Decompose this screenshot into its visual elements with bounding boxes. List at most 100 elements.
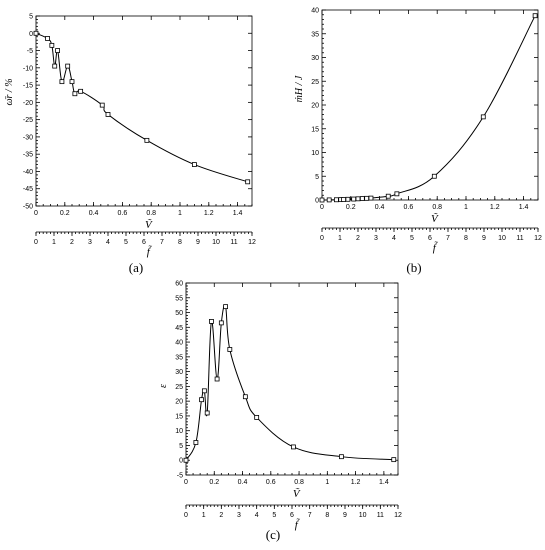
- y-tick-label: -45: [23, 186, 33, 193]
- y-tick-label: 50: [175, 310, 183, 317]
- data-point: [339, 454, 344, 460]
- data-point: [242, 394, 248, 400]
- x2-tick-label: 12: [248, 239, 256, 246]
- plot-frame: [321, 9, 539, 201]
- data-point: [52, 63, 58, 69]
- x-tick-label: 1.4: [519, 204, 529, 211]
- x-tick-label: 1: [178, 210, 182, 217]
- data-point: [183, 457, 189, 463]
- data-point: [291, 444, 296, 450]
- y-tick-label: 35: [175, 354, 183, 361]
- x2-axis-label: f̃: [295, 518, 301, 531]
- x2-tick-label: 8: [464, 235, 468, 242]
- x-tick-label: 0: [320, 204, 324, 211]
- y-tick-label: -15: [23, 83, 33, 90]
- x2-tick-label: 6: [290, 512, 294, 519]
- data-point: [431, 173, 437, 179]
- y-tick-label: 20: [175, 399, 183, 406]
- x2-tick-label: 4: [392, 235, 396, 242]
- x2-tick-label: 10: [212, 239, 220, 246]
- data-point: [326, 197, 332, 203]
- data-point: [254, 414, 260, 420]
- x2-tick-label: 11: [377, 512, 384, 519]
- x2-tick-label: 5: [410, 235, 414, 242]
- x-tick-label: 0.2: [60, 210, 70, 217]
- x2-tick-label: 3: [88, 239, 92, 246]
- data-point: [532, 13, 538, 19]
- data-point: [351, 196, 357, 202]
- y-tick-label: -35: [23, 152, 33, 159]
- x2-tick-label: 2: [70, 239, 74, 246]
- panel-label: (c): [266, 527, 280, 542]
- x-tick-label: 1.2: [204, 210, 214, 217]
- plot-frame: [35, 15, 253, 207]
- data-point: [214, 376, 220, 382]
- data-point: [193, 440, 199, 445]
- x2-tick-label: 7: [446, 235, 450, 242]
- data-point: [99, 102, 105, 108]
- x-axis-label: Ṽ: [145, 219, 153, 231]
- data-point: [33, 30, 39, 36]
- data-point: [359, 196, 365, 201]
- x2-tick-label: 0: [320, 235, 324, 242]
- y-tick-label: -5: [27, 48, 33, 55]
- x-axis-label: Ṽ: [293, 488, 301, 500]
- y-tick-label: 0: [29, 31, 33, 38]
- x2-tick-label: 8: [178, 239, 182, 246]
- x2-tick-label: 3: [374, 235, 378, 242]
- x-tick-label: 0.4: [238, 479, 248, 486]
- data-point: [223, 304, 228, 310]
- data-point: [391, 457, 397, 463]
- x-tick-label: 1.4: [233, 210, 243, 217]
- y-tick-label: -25: [23, 117, 33, 124]
- x-tick-label: 0: [34, 210, 38, 217]
- x2-axis-label: f̃: [147, 245, 153, 258]
- y-axis-label: ṁH / J: [294, 75, 305, 102]
- y-tick-label: 15: [175, 413, 183, 420]
- x2-tick-label: 7: [308, 512, 312, 519]
- y-tick-label: -20: [23, 100, 33, 107]
- x-tick-label: 0.6: [266, 479, 276, 486]
- x2-tick-label: 4: [255, 512, 259, 519]
- x-tick-label: 1.2: [490, 204, 500, 211]
- panel-label: (b): [406, 260, 421, 275]
- x2-tick-label: 6: [428, 235, 432, 242]
- y-tick-label: 35: [311, 31, 319, 38]
- y-tick-label: -5: [177, 473, 183, 480]
- data-point: [65, 63, 71, 69]
- x-tick-label: 0.8: [146, 210, 156, 217]
- y-tick-label: 10: [175, 428, 183, 435]
- x2-tick-label: 5: [124, 239, 128, 246]
- x2-tick-label: 1: [338, 235, 342, 242]
- data-point: [69, 79, 75, 85]
- data-point: [341, 197, 347, 202]
- y-tick-label: 25: [311, 79, 319, 86]
- x-tick-label: 1.2: [351, 479, 361, 486]
- x2-tick-label: 1: [202, 512, 206, 519]
- x2-tick-label: 1: [52, 239, 56, 246]
- x2-tick-label: 12: [394, 512, 402, 519]
- y-tick-label: 40: [175, 340, 183, 347]
- y-axis-label: ω̄r / %: [4, 78, 15, 105]
- x-axis-label: Ṽ: [431, 213, 439, 225]
- data-point: [480, 114, 486, 120]
- data-point: [385, 193, 391, 199]
- y-tick-label: 20: [311, 103, 319, 110]
- x2-tick-label: 10: [359, 512, 367, 519]
- y-tick-label: 55: [175, 295, 183, 302]
- data-point: [218, 320, 224, 326]
- x-tick-label: 0.4: [375, 204, 385, 211]
- series-line: [321, 15, 536, 201]
- x2-tick-label: 11: [230, 239, 237, 246]
- data-point: [45, 36, 50, 41]
- y-axis-label: ε: [158, 384, 169, 388]
- x2-tick-label: 8: [325, 512, 329, 519]
- x-tick-label: 0.6: [404, 204, 414, 211]
- x2-tick-label: 4: [106, 239, 110, 246]
- x2-tick-label: 9: [196, 239, 200, 246]
- y-tick-label: 45: [175, 325, 183, 332]
- data-point: [364, 195, 370, 201]
